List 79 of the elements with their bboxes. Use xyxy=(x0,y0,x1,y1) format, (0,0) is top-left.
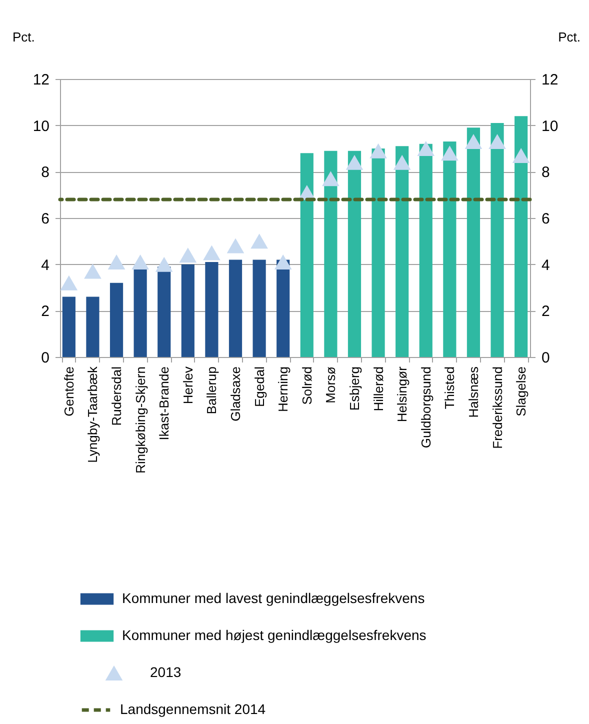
point xyxy=(464,134,482,150)
point xyxy=(226,238,244,254)
bar xyxy=(514,116,528,357)
point xyxy=(441,146,458,161)
bar xyxy=(158,266,171,357)
bar xyxy=(134,268,147,357)
y2-axis-title: Pct. xyxy=(558,30,580,44)
bar xyxy=(419,144,432,357)
x-tick-label: Ikast-Brande xyxy=(156,366,172,440)
point xyxy=(417,141,435,156)
point xyxy=(108,254,126,270)
y-tick-label: 0 xyxy=(41,350,50,366)
bar xyxy=(490,123,504,357)
x-tick-label: Morsø xyxy=(323,366,338,404)
x-tick-label: Solrød xyxy=(299,366,314,405)
point xyxy=(84,264,102,279)
bar xyxy=(372,148,385,357)
x-tick-label: Frederikssund xyxy=(490,366,505,449)
x-tick-label: Hillerød xyxy=(370,366,386,412)
bar xyxy=(348,150,362,357)
bar xyxy=(228,260,242,357)
bar xyxy=(252,260,266,357)
y2-tick-label: 2 xyxy=(542,303,550,320)
y-tick-label: 10 xyxy=(32,118,50,135)
x-tick-label: Herlev xyxy=(180,366,196,404)
y2-tick-label: 4 xyxy=(542,256,550,274)
point xyxy=(132,254,149,270)
y2-tick-label: 12 xyxy=(542,72,558,88)
x-tick-label: Esbjerg xyxy=(346,366,362,411)
point xyxy=(250,234,268,249)
x-tick-label: Ringkøbing-Skjern xyxy=(132,366,148,474)
x-tick-label: Slagelse xyxy=(514,366,529,416)
point xyxy=(60,275,78,290)
y-tick-label: 8 xyxy=(41,164,50,182)
bar xyxy=(300,153,314,357)
point xyxy=(393,154,411,170)
y-tick-label: 6 xyxy=(41,210,50,228)
point xyxy=(370,143,387,158)
x-tick-label: Thisted xyxy=(442,366,458,410)
bar xyxy=(86,296,100,357)
point xyxy=(274,254,292,270)
x-tick-label: Gladsaxe xyxy=(228,366,244,422)
bar xyxy=(466,128,480,357)
x-tick-label: Lyngby-Taarbæk xyxy=(85,366,100,463)
y2-tick-label: 8 xyxy=(542,164,550,182)
point xyxy=(179,248,197,263)
point xyxy=(488,134,506,150)
y2-tick-label: 0 xyxy=(542,350,550,366)
bar xyxy=(443,142,456,357)
x-tick-label: Gentofte xyxy=(61,366,76,416)
y2-tick-label: 6 xyxy=(542,210,550,228)
y2-tick-label: 10 xyxy=(542,118,558,135)
bar xyxy=(276,260,290,357)
legend-label: Kommuner med højest genindlæggelsesfrekvens xyxy=(122,627,426,643)
bar xyxy=(396,146,409,357)
x-tick-label: Guldborgsund xyxy=(418,366,434,448)
bar xyxy=(205,262,218,357)
legend-label: Kommuner med lavest genindlæggelsesfrekvens xyxy=(122,590,425,606)
point xyxy=(512,148,530,163)
x-tick-label: Helsingør xyxy=(394,366,410,422)
y-tick-label: 4 xyxy=(41,256,50,274)
x-tick-label: Egedal xyxy=(252,366,267,407)
bar xyxy=(110,282,124,357)
point xyxy=(203,245,220,260)
x-tick-label: Halsnæs xyxy=(466,366,481,418)
bar xyxy=(181,264,194,357)
bar xyxy=(62,296,76,357)
point xyxy=(155,256,173,272)
legend-label: 2013 xyxy=(150,664,182,680)
point xyxy=(322,171,340,186)
point xyxy=(346,154,364,170)
y-tick-label: 2 xyxy=(41,303,50,320)
bar xyxy=(324,150,338,357)
y-axis-title: Pct. xyxy=(12,30,35,44)
x-tick-label: Rudersdal xyxy=(109,366,124,426)
y-tick-label: 12 xyxy=(32,72,50,88)
legend-label: Landsgennemsnit 2014 xyxy=(120,701,266,717)
x-tick-label: Ballerup xyxy=(204,366,220,414)
x-tick-label: Herning xyxy=(276,366,291,412)
